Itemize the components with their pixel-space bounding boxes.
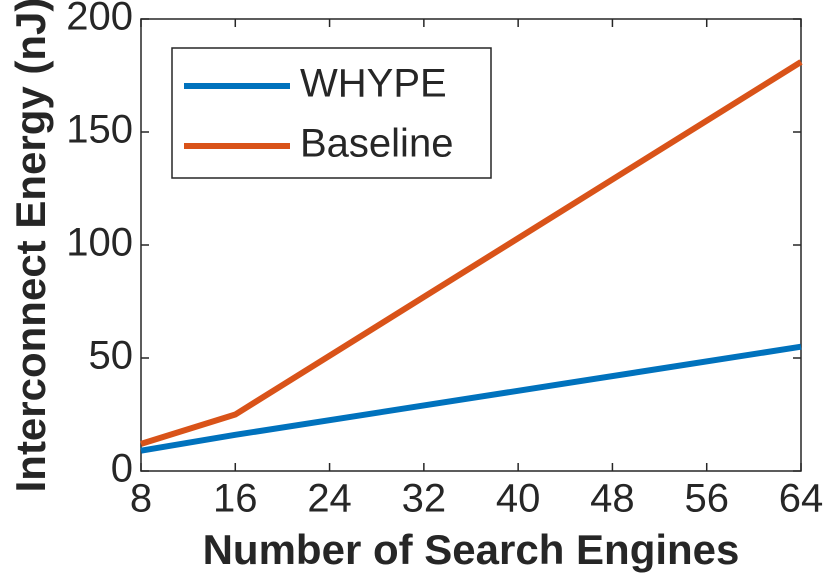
- legend-box: [171, 47, 492, 179]
- x-tick-label: 24: [307, 477, 352, 521]
- x-tick-label: 16: [213, 477, 258, 521]
- x-axis-label: Number of Search Engines: [203, 526, 740, 573]
- x-tick-label: 64: [779, 477, 824, 521]
- data-line: [140, 59, 803, 447]
- x-tick-label: 8: [130, 477, 152, 521]
- x-tick-label: 56: [684, 477, 729, 521]
- y-tick-label: 150: [66, 108, 133, 152]
- y-tick-label: 50: [89, 334, 134, 378]
- x-tick-label: 32: [402, 477, 447, 521]
- y-axis-label: Interconnect Energy (nJ): [7, 0, 54, 492]
- data-line: [140, 343, 802, 454]
- y-tick-label: 200: [66, 0, 133, 39]
- y-tick-label: 0: [111, 447, 133, 491]
- x-tick-label: 40: [496, 477, 541, 521]
- y-tick-label: 100: [66, 221, 133, 265]
- legend-label: Baseline: [300, 122, 453, 166]
- legend-label: WHYPE: [300, 62, 447, 106]
- x-tick-label: 48: [590, 477, 635, 521]
